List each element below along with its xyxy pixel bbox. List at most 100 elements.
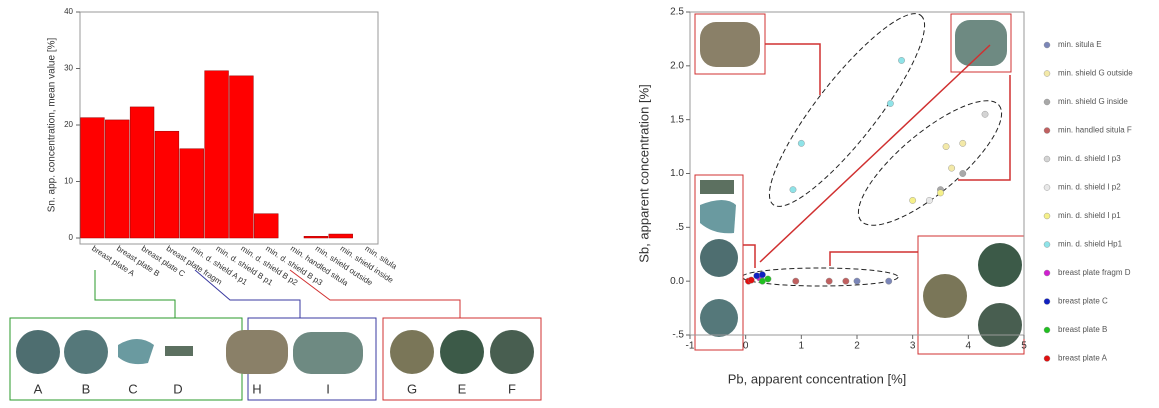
point	[754, 273, 760, 279]
legend-label: breast plate A	[1058, 354, 1108, 363]
photo	[64, 330, 108, 374]
point	[960, 140, 966, 146]
point	[790, 186, 796, 192]
point	[854, 278, 860, 284]
photo	[700, 299, 738, 337]
bar	[254, 214, 278, 238]
legend-marker	[1044, 71, 1050, 77]
x-axis-label: Pb, apparent concentration [%]	[728, 371, 907, 386]
y-tick-label: .5	[676, 222, 685, 233]
cluster-ellipse	[842, 82, 1018, 244]
point	[759, 272, 765, 278]
bar	[304, 236, 328, 238]
bar	[130, 107, 154, 238]
figure: 0 10 20 30 40 Sn. app. concentration, mean va…	[0, 0, 1159, 408]
legend-label: min. d. shield I p1	[1058, 211, 1121, 220]
y-tick-label: 40	[64, 7, 73, 16]
photo-label: A	[34, 381, 43, 396]
y-axis-label: Sn. app. concentration, mean value [%]	[47, 38, 58, 213]
point	[886, 278, 892, 284]
legend-label: min. d. shield Hp1	[1058, 240, 1123, 249]
arrow	[958, 75, 1010, 180]
y-tick-label: 1.5	[670, 114, 684, 125]
legend-label: min. handled situla F	[1058, 126, 1132, 135]
point	[937, 190, 943, 196]
legend-label: min. shield G inside	[1058, 97, 1128, 106]
y-tick-label: 20	[64, 120, 73, 129]
photo	[16, 330, 60, 374]
point	[960, 170, 966, 176]
y-tick-label: 2.5	[670, 7, 684, 18]
point	[943, 143, 949, 149]
point	[948, 165, 954, 171]
legend-marker	[1044, 242, 1050, 248]
legend-marker	[1044, 213, 1050, 219]
photo	[440, 330, 484, 374]
point	[798, 140, 804, 146]
legend-label: min. shield G outside	[1058, 69, 1133, 78]
photo	[978, 303, 1022, 347]
photo-label: H	[252, 381, 261, 396]
x-tick-label: 1	[799, 341, 805, 352]
point	[982, 111, 988, 117]
point	[748, 277, 754, 283]
point	[926, 197, 932, 203]
legend-marker	[1044, 270, 1050, 276]
legend-marker	[1044, 128, 1050, 134]
point	[765, 276, 771, 282]
point	[843, 278, 849, 284]
photo	[700, 180, 734, 194]
point	[898, 57, 904, 63]
x-tick-label: 2	[854, 341, 860, 352]
y-tick-label: 0.0	[670, 276, 684, 287]
y-tick-label: 1.0	[670, 168, 684, 179]
arrow	[765, 44, 820, 95]
photo	[700, 239, 738, 277]
photo-label: C	[128, 381, 137, 396]
photo	[293, 332, 363, 374]
legend-marker	[1044, 356, 1050, 362]
y-tick-label: 2.0	[670, 60, 684, 71]
y-axis-label: Sb, apparent concentration [%]	[636, 84, 651, 263]
x-tick-label: 4	[966, 341, 972, 352]
legend-marker	[1044, 42, 1050, 48]
bar	[229, 76, 253, 238]
photo	[226, 330, 288, 374]
cluster-ellipse	[749, 0, 944, 223]
point	[793, 278, 799, 284]
y-tick-label: 30	[64, 64, 73, 73]
legend-label: breast plate B	[1058, 325, 1107, 334]
bar	[180, 149, 204, 238]
photo	[700, 22, 760, 67]
photo-label: B	[82, 381, 91, 396]
photo-label: I	[326, 381, 330, 396]
scatter-annotations	[695, 0, 1024, 354]
x-tick-label: 0	[743, 341, 749, 352]
y-tick-label: 10	[64, 177, 73, 186]
photo	[955, 20, 1007, 66]
photo	[165, 346, 193, 356]
point	[887, 100, 893, 106]
arrow	[743, 245, 755, 268]
legend-marker	[1044, 185, 1050, 191]
bar	[205, 71, 229, 238]
legend-marker	[1044, 99, 1050, 105]
photo	[978, 243, 1022, 287]
legend-marker	[1044, 299, 1050, 305]
bar	[105, 120, 129, 238]
photo	[118, 339, 154, 364]
legend-label: min. d. shield I p2	[1058, 183, 1121, 192]
photo-label: F	[508, 381, 516, 396]
bracket	[95, 270, 175, 318]
y-tick-label: -.5	[672, 330, 684, 341]
legend-label: min. situla E	[1058, 40, 1102, 49]
x-tick-label: 5	[1021, 341, 1027, 352]
photo-label: D	[173, 381, 182, 396]
legend-marker	[1044, 156, 1050, 162]
photo	[923, 274, 967, 318]
photo	[490, 330, 534, 374]
photo-label: G	[407, 381, 417, 396]
bar	[80, 118, 104, 238]
point	[909, 197, 915, 203]
legend-label: breast plate C	[1058, 297, 1108, 306]
